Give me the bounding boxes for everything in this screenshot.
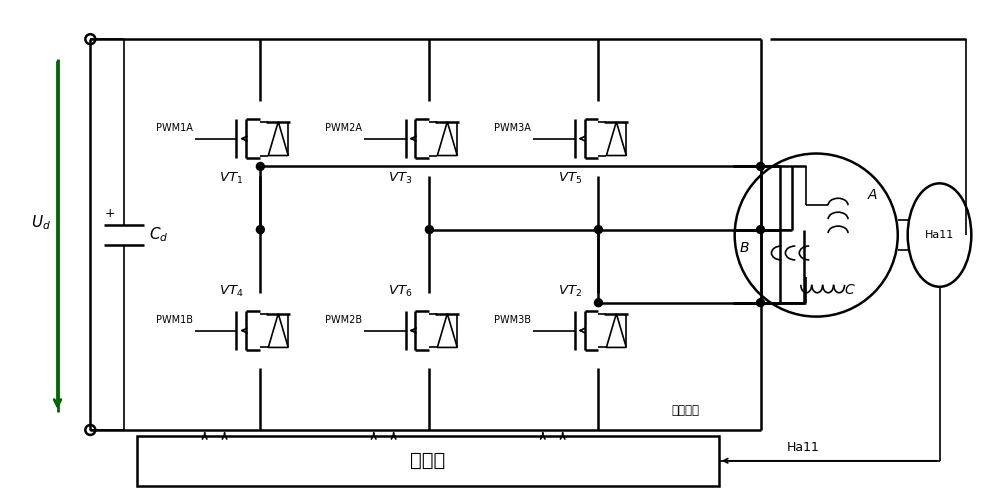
Text: Ha11: Ha11 <box>925 230 954 240</box>
Circle shape <box>594 226 602 234</box>
Text: $VT_{2}$: $VT_{2}$ <box>558 283 582 299</box>
Circle shape <box>256 163 264 171</box>
Text: $VT_{1}$: $VT_{1}$ <box>219 171 244 185</box>
Text: C: C <box>844 283 854 297</box>
Text: PWM2A: PWM2A <box>325 123 362 133</box>
Circle shape <box>757 163 765 171</box>
Text: B: B <box>740 241 750 255</box>
Bar <box>137 436 719 486</box>
Text: 控制器: 控制器 <box>410 451 446 470</box>
Text: $U_d$: $U_d$ <box>31 214 51 233</box>
Text: 驱动信号: 驱动信号 <box>671 404 699 417</box>
Text: +: + <box>105 207 116 220</box>
Text: PWM2B: PWM2B <box>325 315 362 324</box>
Text: PWM1A: PWM1A <box>156 123 193 133</box>
Circle shape <box>757 299 765 307</box>
Text: $C_d$: $C_d$ <box>149 226 168 245</box>
Text: $VT_{3}$: $VT_{3}$ <box>388 171 413 185</box>
Circle shape <box>757 226 765 234</box>
Text: Ha11: Ha11 <box>787 441 820 454</box>
Text: $VT_{6}$: $VT_{6}$ <box>388 283 413 299</box>
Text: PWM3A: PWM3A <box>494 123 531 133</box>
Circle shape <box>425 226 433 234</box>
Text: $VT_{5}$: $VT_{5}$ <box>558 171 582 185</box>
Text: PWM1B: PWM1B <box>156 315 193 324</box>
Circle shape <box>594 299 602 307</box>
Circle shape <box>256 226 264 234</box>
Text: A: A <box>868 188 877 202</box>
Text: PWM3B: PWM3B <box>494 315 531 324</box>
Text: $VT_{4}$: $VT_{4}$ <box>219 283 244 299</box>
